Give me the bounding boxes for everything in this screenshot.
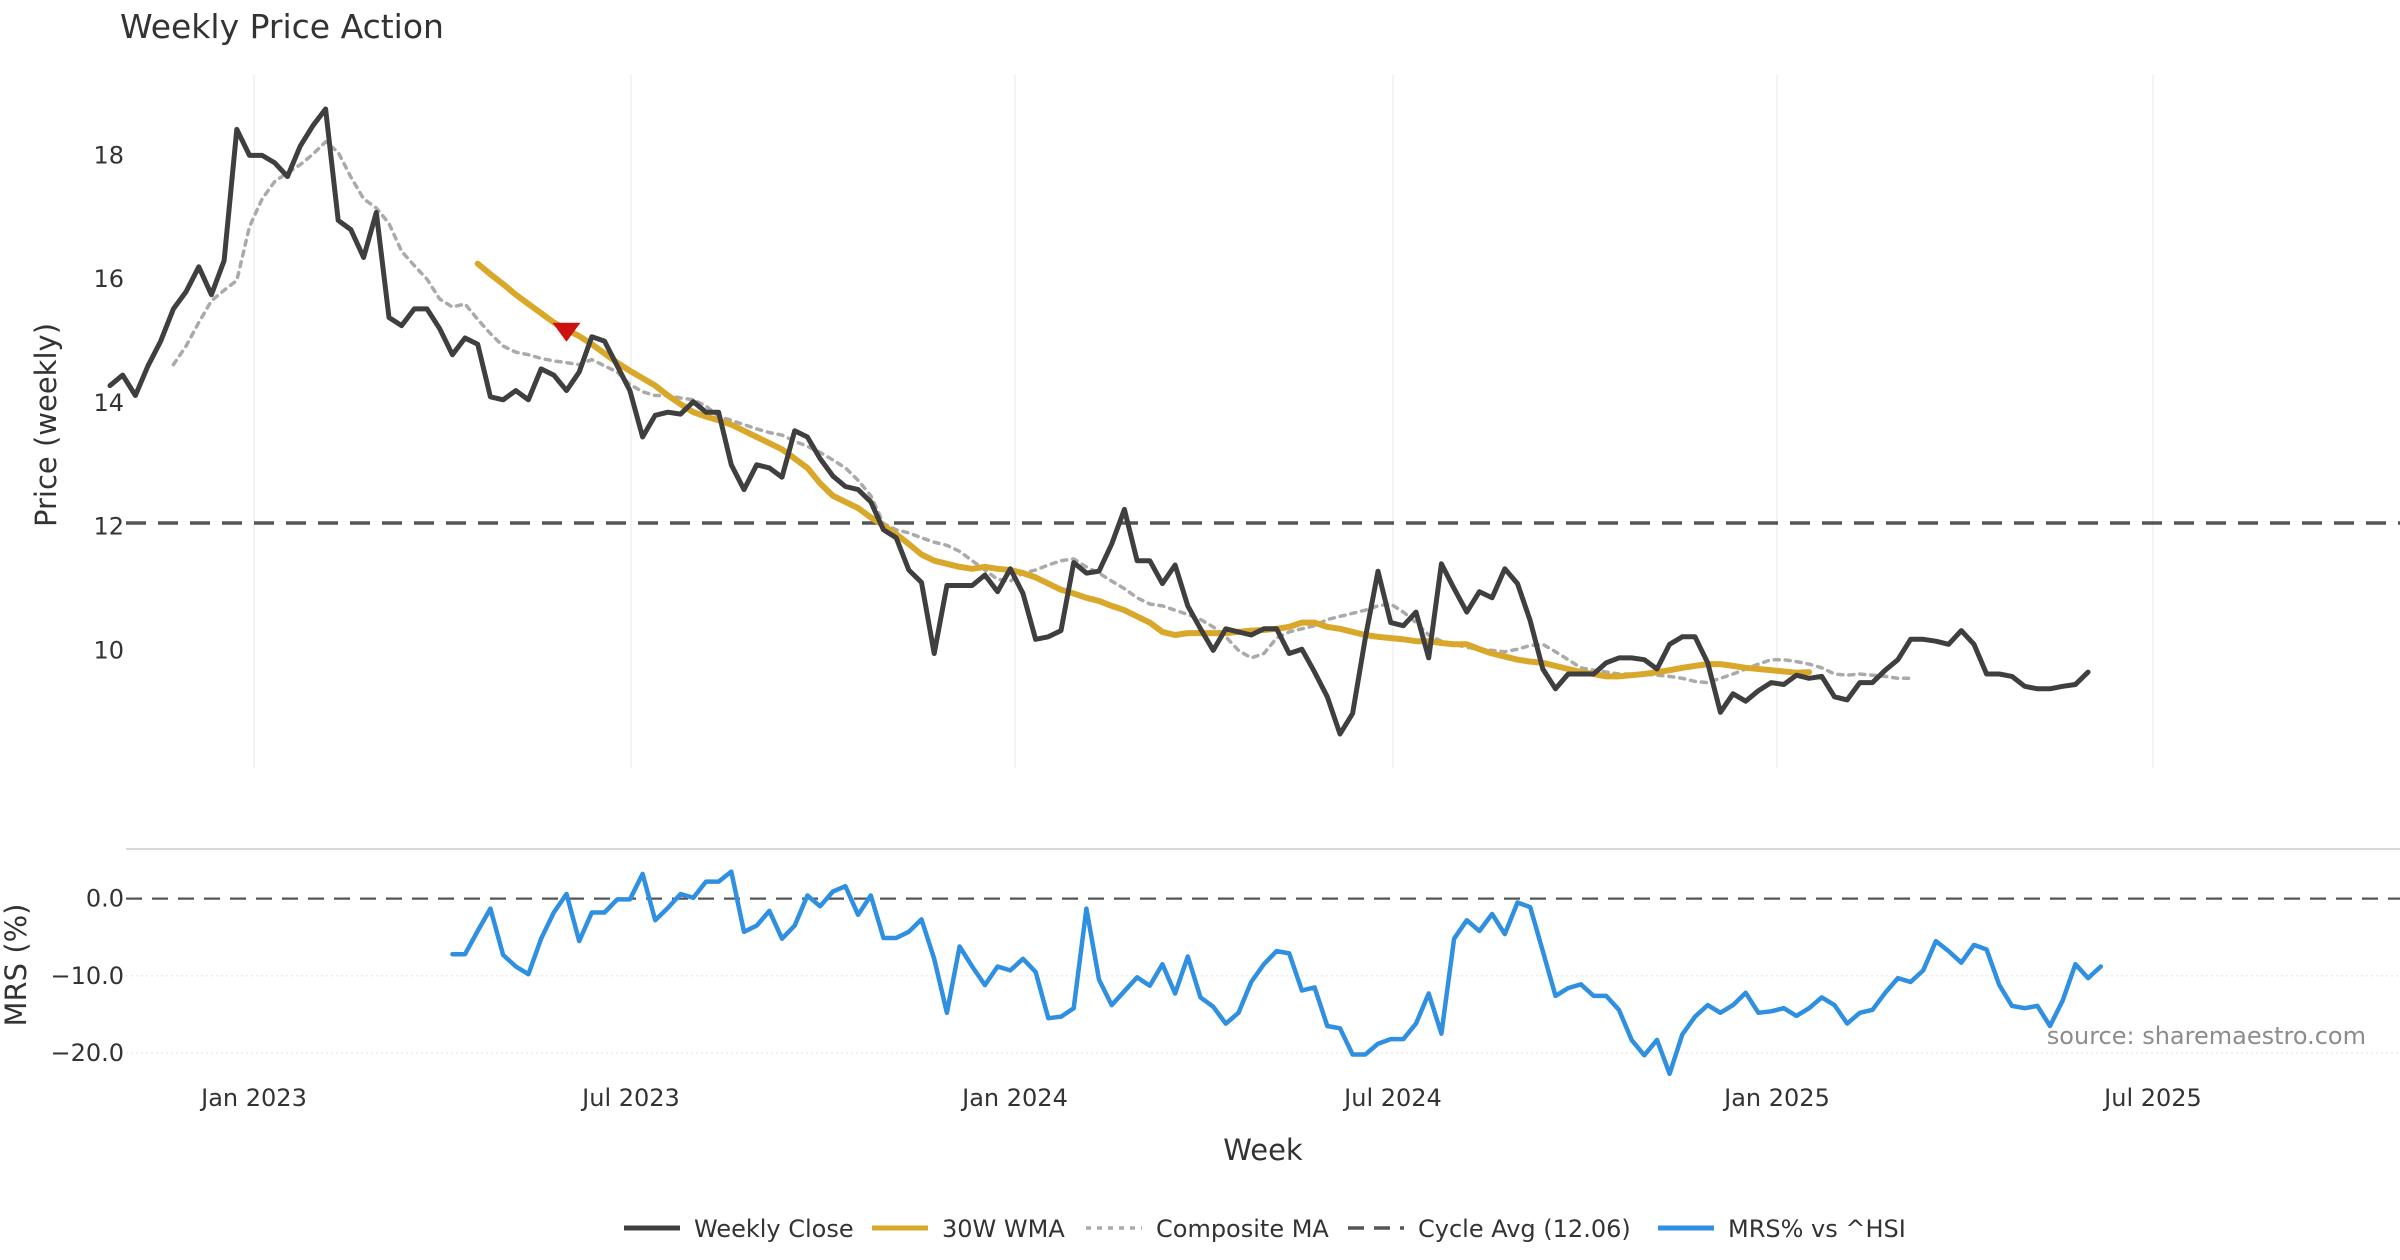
source-credit: source: sharemaestro.com — [2047, 1022, 2366, 1050]
x-tick-label: Jan 2025 — [1722, 1084, 1830, 1112]
price-ytick-label: 10 — [93, 636, 124, 664]
weekly-close-line — [107, 106, 2091, 737]
sell-signal-marker — [552, 322, 581, 342]
legend-label: Weekly Close — [694, 1215, 854, 1243]
wma-30w-line — [474, 260, 1813, 680]
mrs-panel: 0.0 −10.0 −20.0 MRS (%) source: sharemaest… — [0, 848, 2400, 1077]
x-tick-label: Jan 2023 — [199, 1084, 307, 1112]
price-ytick-label: 16 — [93, 265, 124, 293]
price-panel: 10 12 14 16 18 Price (weekly) — [29, 75, 2400, 768]
mrs-y-ticks: 0.0 −10.0 −20.0 — [50, 885, 124, 1067]
legend-label: Composite MA — [1156, 1215, 1329, 1243]
mrs-ytick-label: −10.0 — [50, 962, 124, 990]
price-series-group — [107, 106, 2091, 737]
mrs-series-group — [450, 869, 2104, 1077]
x-tick-label: Jul 2024 — [1342, 1084, 1442, 1112]
legend-label: MRS% vs ^HSI — [1728, 1215, 1906, 1243]
chart-title: Weekly Price Action — [120, 7, 444, 46]
price-ytick-label: 18 — [93, 141, 124, 169]
price-gridlines — [253, 75, 2154, 768]
x-tick-label: Jan 2024 — [960, 1084, 1068, 1112]
price-ytick-label: 12 — [93, 513, 124, 541]
legend-label: 30W WMA — [942, 1215, 1065, 1243]
mrs-y-axis-label: MRS (%) — [0, 904, 33, 1027]
mrs-ytick-label: 0.0 — [86, 885, 124, 913]
price-ytick-label: 14 — [93, 389, 124, 417]
x-tick-label: Jul 2023 — [580, 1084, 680, 1112]
x-ticks: Jan 2023 Jul 2023 Jan 2024 Jul 2024 Jan 2025… — [199, 1084, 2202, 1112]
legend: Weekly Close 30W WMA Composite MA Cycle Avg… — [624, 1215, 1906, 1243]
x-tick-label: Jul 2025 — [2102, 1084, 2202, 1112]
mrs-ytick-label: −20.0 — [50, 1039, 124, 1067]
price-y-ticks: 10 12 14 16 18 — [93, 141, 124, 664]
mrs-gridlines — [126, 975, 2400, 1054]
legend-label: Cycle Avg (12.06) — [1418, 1215, 1631, 1243]
price-y-axis-label: Price (weekly) — [29, 323, 63, 527]
x-axis-label: Week — [1223, 1133, 1303, 1167]
mrs-line — [450, 869, 2104, 1077]
composite-ma-line — [171, 140, 1913, 685]
